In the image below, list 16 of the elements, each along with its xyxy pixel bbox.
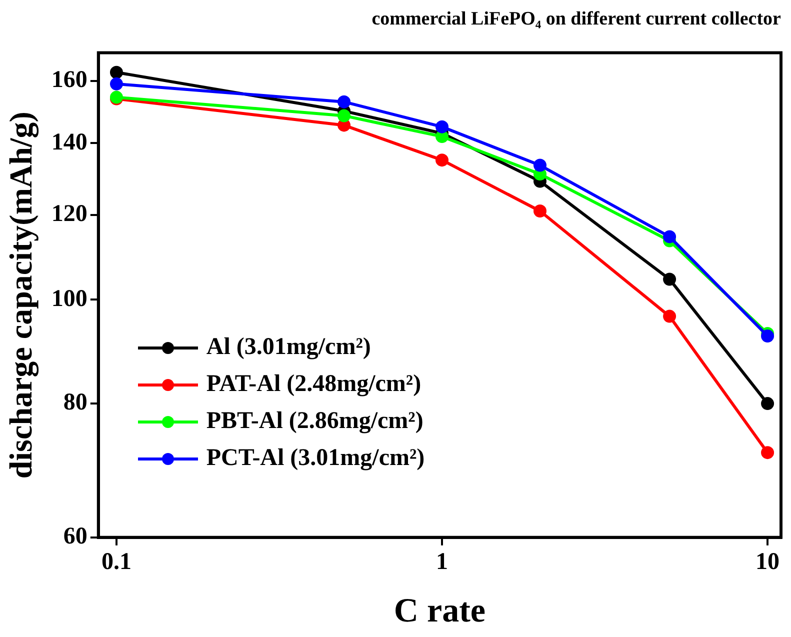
- y-axis-title: discharge capacity(mAh/g): [2, 112, 40, 479]
- x-axis-title: C rate: [394, 592, 486, 630]
- chart-title: commercial LiFePO₄ on different current collector: [372, 8, 782, 30]
- y-tick-label: 60: [63, 524, 88, 550]
- x-tick-label: 10: [756, 549, 780, 576]
- y-tick-label: 160: [51, 67, 88, 94]
- y-tick-label: 140: [51, 129, 88, 156]
- y-tick-label: 120: [51, 201, 88, 228]
- y-tick-label: 80: [63, 390, 88, 416]
- legend-label: PBT-Al (2.86mg/cm²): [206, 407, 424, 436]
- legend-label: Al (3.01mg/cm²): [206, 333, 371, 362]
- legend-label: PCT-Al (3.01mg/cm²): [206, 444, 425, 474]
- legend-label: PAT-Al (2.48mg/cm²): [206, 370, 422, 400]
- x-tick-label: 0.1: [101, 549, 132, 576]
- y-tick-label: 100: [51, 286, 88, 312]
- x-tick-label: 1: [436, 549, 448, 576]
